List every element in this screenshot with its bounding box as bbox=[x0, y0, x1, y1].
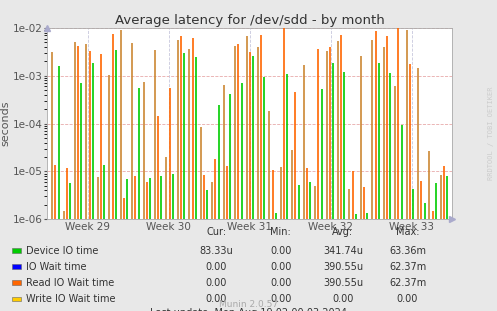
Text: RRDTOOL / TOBI OETIKER: RRDTOOL / TOBI OETIKER bbox=[488, 87, 494, 180]
Text: Max:: Max: bbox=[396, 227, 419, 237]
Text: 0.00: 0.00 bbox=[205, 295, 227, 304]
Text: Last update: Mon Aug 19 02:00:03 2024: Last update: Mon Aug 19 02:00:03 2024 bbox=[150, 308, 347, 311]
Text: 0.00: 0.00 bbox=[270, 262, 292, 272]
Y-axis label: seconds: seconds bbox=[0, 101, 10, 146]
Text: 390.55u: 390.55u bbox=[323, 278, 363, 288]
Text: 62.37m: 62.37m bbox=[389, 278, 426, 288]
Text: Munin 2.0.57: Munin 2.0.57 bbox=[219, 300, 278, 309]
Text: Cur:: Cur: bbox=[206, 227, 226, 237]
Text: 0.00: 0.00 bbox=[332, 295, 354, 304]
Text: 0.00: 0.00 bbox=[205, 262, 227, 272]
Text: 63.36m: 63.36m bbox=[389, 246, 426, 256]
Text: 62.37m: 62.37m bbox=[389, 262, 426, 272]
Text: Read IO Wait time: Read IO Wait time bbox=[26, 278, 115, 288]
Text: 0.00: 0.00 bbox=[270, 246, 292, 256]
Text: 0.00: 0.00 bbox=[270, 295, 292, 304]
Text: Min:: Min: bbox=[270, 227, 291, 237]
Text: Avg:: Avg: bbox=[332, 227, 353, 237]
Text: 0.00: 0.00 bbox=[270, 278, 292, 288]
Text: 341.74u: 341.74u bbox=[323, 246, 363, 256]
Title: Average latency for /dev/sdd - by month: Average latency for /dev/sdd - by month bbox=[115, 14, 385, 27]
Text: IO Wait time: IO Wait time bbox=[26, 262, 87, 272]
Text: Write IO Wait time: Write IO Wait time bbox=[26, 295, 116, 304]
Text: Device IO time: Device IO time bbox=[26, 246, 99, 256]
Text: 0.00: 0.00 bbox=[205, 278, 227, 288]
Text: 0.00: 0.00 bbox=[397, 295, 418, 304]
Text: 83.33u: 83.33u bbox=[199, 246, 233, 256]
Text: 390.55u: 390.55u bbox=[323, 262, 363, 272]
